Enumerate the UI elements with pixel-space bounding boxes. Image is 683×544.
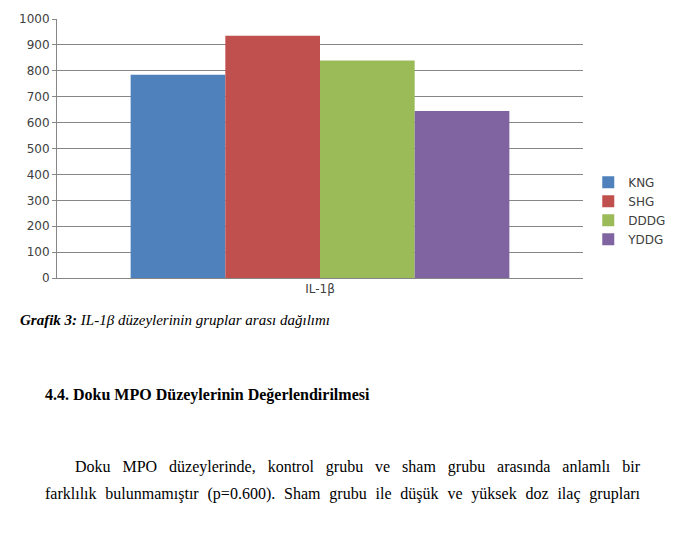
svg-text:100: 100 xyxy=(27,245,50,259)
svg-text:YDDG: YDDG xyxy=(627,233,663,247)
svg-text:800: 800 xyxy=(27,64,50,78)
svg-text:300: 300 xyxy=(27,194,50,208)
svg-text:DDDG: DDDG xyxy=(628,214,665,228)
html-text:Doku MPO düzeylerinde, kontrol: Doku MPO düzeylerinde, kontrol grubu ve … xyxy=(75,458,640,475)
html-text:4.4. Doku MPO Düzeylerinin Değ: 4.4. Doku MPO Düzeylerinin Değerlendiril… xyxy=(45,386,370,403)
svg-text:200: 200 xyxy=(27,219,50,233)
html-text:Grafik 3: IL-1β düzeylerinin g: Grafik 3: IL-1β düzeylerinin gruplar ara… xyxy=(20,312,330,328)
svg-text:900: 900 xyxy=(27,38,50,52)
svg-text:SHG: SHG xyxy=(628,195,654,209)
svg-text:400: 400 xyxy=(27,168,50,182)
svg-text:0: 0 xyxy=(42,271,50,285)
svg-text:KNG: KNG xyxy=(628,176,654,190)
svg-text:700: 700 xyxy=(27,90,50,104)
svg-text:600: 600 xyxy=(27,116,50,130)
svg-text:500: 500 xyxy=(27,142,50,156)
html-text:farklılık bulunmamıştır (p=0.6: farklılık bulunmamıştır (p=0.600). Sham … xyxy=(45,485,640,502)
svg-text:IL-1β: IL-1β xyxy=(305,282,335,296)
svg-text:1000: 1000 xyxy=(19,12,50,26)
